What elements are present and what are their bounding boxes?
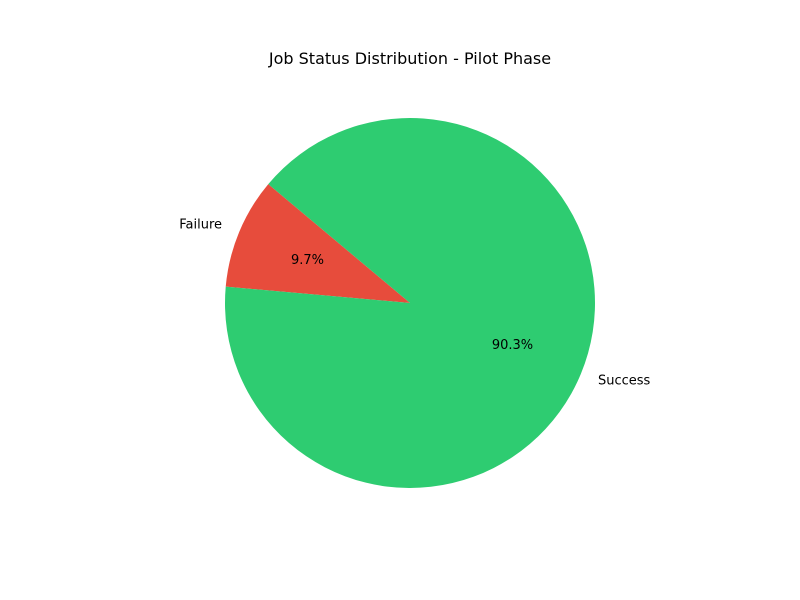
slice-label-failure: Failure (179, 217, 222, 232)
slice-label-success: Success (598, 374, 651, 389)
slice-percent-success: 90.3% (492, 338, 533, 353)
pie-slice-success (225, 118, 595, 488)
pie-labels: Failure 9.7% Success 90.3% (179, 217, 650, 388)
pie-slices (225, 118, 595, 488)
slice-percent-failure: 9.7% (291, 253, 324, 268)
chart-title: Job Status Distribution - Pilot Phase (268, 49, 551, 68)
pie-slice-failure (225, 184, 410, 303)
